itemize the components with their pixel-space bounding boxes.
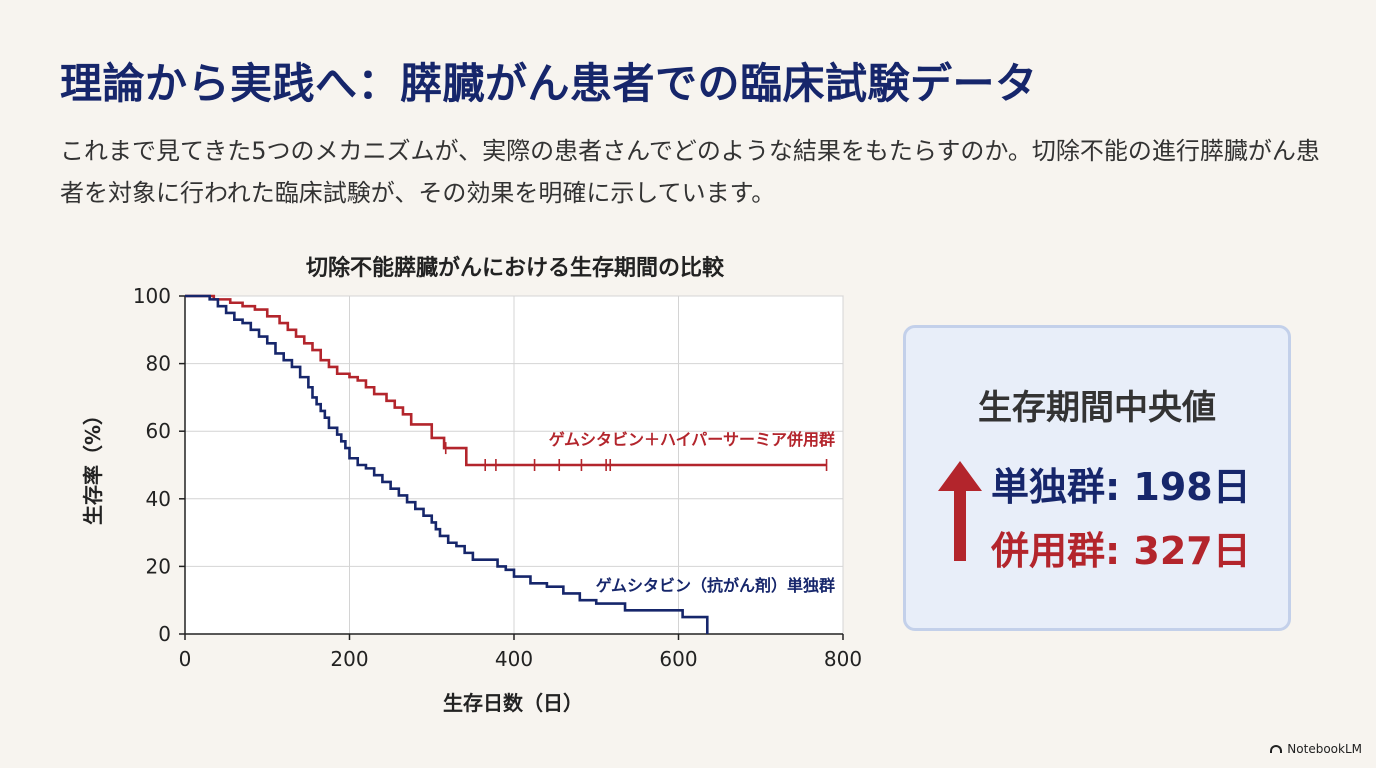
x-tick-label: 0: [179, 647, 192, 671]
y-axis-label: 生存率（%）: [81, 405, 105, 525]
monotherapy-survival-curve: [185, 294, 709, 634]
chart-ticks: 0 200 400 600 800 0 20 40 60 80 100: [133, 284, 862, 671]
page-subtitle: これまで見てきた5つのメカニズムが、実際の患者さんでどのような結果をもたらすのか…: [60, 137, 1320, 207]
brand-logo-icon: [1270, 745, 1283, 753]
y-tick-label: 100: [133, 284, 171, 308]
x-axis-label: 生存日数（日）: [443, 691, 583, 715]
chart-title: 切除不能膵臓がんにおける生存期間の比較: [306, 255, 725, 281]
x-tick-label: 600: [659, 647, 697, 671]
combination-series-label: ゲムシタビン＋ハイパーサーミア併用群: [549, 430, 835, 449]
monotherapy-series-label: ゲムシタビン（抗がん剤）単独群: [596, 576, 835, 595]
x-tick-label: 400: [495, 647, 533, 671]
brand-footer: NotebookLM: [1270, 742, 1362, 756]
arrow-up-icon: [938, 461, 982, 561]
combination-survival-curve: [185, 294, 827, 467]
chart-series: [185, 294, 827, 634]
monotherapy-median: 単独群: 198日: [991, 465, 1251, 509]
brand-name: NotebookLM: [1287, 742, 1362, 756]
x-tick-label: 800: [824, 647, 862, 671]
y-tick-label: 40: [146, 487, 171, 511]
median-survival-panel: 生存期間中央値 単独群: 198日 併用群: 327日: [903, 325, 1291, 631]
y-tick-label: 0: [158, 622, 171, 646]
y-tick-label: 60: [146, 419, 171, 443]
combination-median: 併用群: 327日: [991, 529, 1251, 573]
y-tick-label: 20: [146, 554, 171, 578]
x-tick-label: 200: [330, 647, 368, 671]
page-title: 理論から実践へ：膵臓がん患者での臨床試験データ: [60, 59, 1038, 108]
panel-title: 生存期間中央値: [978, 388, 1216, 428]
survival-chart: 切除不能膵臓がんにおける生存期間の比較 0 200 400 600 800 0 20 40 60…: [81, 255, 862, 715]
y-tick-label: 80: [146, 352, 171, 376]
chart-censor-marks: [444, 442, 828, 471]
